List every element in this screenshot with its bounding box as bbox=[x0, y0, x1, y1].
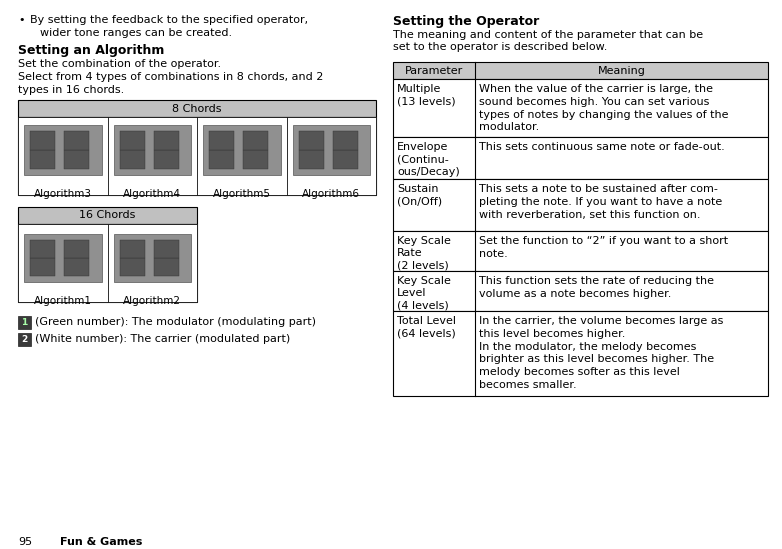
Text: Algorithm5: Algorithm5 bbox=[213, 189, 271, 199]
Bar bbox=[30, 131, 55, 150]
Bar bbox=[243, 131, 268, 150]
Text: 1: 1 bbox=[21, 318, 27, 327]
Bar bbox=[18, 224, 107, 302]
Bar bbox=[120, 240, 145, 258]
Text: Envelope
(Continu-
ous/Decay): Envelope (Continu- ous/Decay) bbox=[397, 142, 460, 177]
Text: Multiple
(13 levels): Multiple (13 levels) bbox=[397, 84, 456, 107]
Bar bbox=[154, 258, 178, 276]
Bar bbox=[18, 117, 376, 195]
Bar bbox=[393, 79, 768, 137]
Text: By setting the feedback to the specified operator,: By setting the feedback to the specified… bbox=[30, 15, 308, 25]
Bar bbox=[286, 117, 376, 195]
Bar bbox=[393, 62, 768, 79]
Text: In the carrier, the volume becomes large as
this level becomes higher.
In the mo: In the carrier, the volume becomes large… bbox=[479, 316, 723, 390]
Bar bbox=[18, 316, 31, 329]
Bar bbox=[30, 240, 55, 258]
Text: Set the combination of the operator.: Set the combination of the operator. bbox=[18, 59, 221, 69]
Text: Setting an Algorithm: Setting an Algorithm bbox=[18, 44, 164, 57]
Text: Parameter: Parameter bbox=[405, 65, 463, 76]
Text: Algorithm1: Algorithm1 bbox=[34, 296, 91, 306]
Bar bbox=[120, 131, 145, 150]
Bar bbox=[154, 240, 178, 258]
Bar bbox=[107, 117, 197, 195]
Text: Meaning: Meaning bbox=[597, 65, 645, 76]
Text: Algorithm3: Algorithm3 bbox=[34, 189, 91, 199]
Text: Key Scale
Level
(4 levels): Key Scale Level (4 levels) bbox=[397, 276, 451, 311]
Bar bbox=[64, 150, 89, 169]
Bar bbox=[333, 131, 357, 150]
Text: Set the function to “2” if you want to a short
note.: Set the function to “2” if you want to a… bbox=[479, 236, 728, 259]
Bar bbox=[292, 125, 370, 175]
Text: Key Scale
Rate
(2 levels): Key Scale Rate (2 levels) bbox=[397, 236, 451, 271]
Bar bbox=[299, 150, 324, 169]
Bar bbox=[393, 271, 768, 311]
Bar bbox=[210, 150, 234, 169]
Bar bbox=[210, 131, 234, 150]
Text: 8 Chords: 8 Chords bbox=[172, 104, 222, 114]
Bar bbox=[113, 125, 191, 175]
Text: wider tone ranges can be created.: wider tone ranges can be created. bbox=[40, 28, 232, 38]
Bar bbox=[120, 150, 145, 169]
Text: Algorithm6: Algorithm6 bbox=[303, 189, 361, 199]
Text: (Green number): The modulator (modulating part): (Green number): The modulator (modulatin… bbox=[35, 317, 316, 327]
Bar bbox=[107, 224, 197, 302]
Bar bbox=[30, 150, 55, 169]
Text: •: • bbox=[18, 15, 24, 25]
Bar bbox=[393, 137, 768, 179]
Bar bbox=[299, 131, 324, 150]
Text: (White number): The carrier (modulated part): (White number): The carrier (modulated p… bbox=[35, 334, 290, 344]
Bar bbox=[113, 234, 191, 282]
Bar bbox=[30, 258, 55, 276]
Bar bbox=[203, 125, 281, 175]
Bar bbox=[197, 117, 286, 195]
Bar bbox=[393, 179, 768, 231]
Bar bbox=[393, 311, 768, 396]
Text: 16 Chords: 16 Chords bbox=[79, 210, 136, 221]
Bar bbox=[18, 100, 376, 117]
Text: Algorithm2: Algorithm2 bbox=[124, 296, 181, 306]
Text: Setting the Operator: Setting the Operator bbox=[393, 15, 540, 28]
Bar bbox=[154, 131, 178, 150]
Bar bbox=[393, 231, 768, 271]
Text: Algorithm4: Algorithm4 bbox=[124, 189, 181, 199]
Bar bbox=[18, 224, 197, 302]
Text: This sets a note to be sustained after com-
pleting the note. If you want to hav: This sets a note to be sustained after c… bbox=[479, 184, 723, 220]
Text: This sets continuous same note or fade-out.: This sets continuous same note or fade-o… bbox=[479, 142, 725, 152]
Text: Total Level
(64 levels): Total Level (64 levels) bbox=[397, 316, 456, 338]
Text: 95: 95 bbox=[18, 537, 32, 547]
Bar bbox=[64, 131, 89, 150]
Bar bbox=[24, 125, 102, 175]
Text: The meaning and content of the parameter that can be: The meaning and content of the parameter… bbox=[393, 30, 703, 40]
Text: When the value of the carrier is large, the
sound becomes high. You can set vari: When the value of the carrier is large, … bbox=[479, 84, 729, 132]
Bar bbox=[64, 240, 89, 258]
Bar bbox=[120, 258, 145, 276]
Bar bbox=[243, 150, 268, 169]
Bar bbox=[154, 150, 178, 169]
Bar bbox=[18, 117, 107, 195]
Text: 2: 2 bbox=[21, 335, 27, 344]
Text: Sustain
(On/Off): Sustain (On/Off) bbox=[397, 184, 442, 206]
Bar bbox=[333, 150, 357, 169]
Bar bbox=[18, 207, 197, 224]
Text: Fun & Games: Fun & Games bbox=[60, 537, 142, 547]
Text: Select from 4 types of combinations in 8 chords, and 2
types in 16 chords.: Select from 4 types of combinations in 8… bbox=[18, 72, 324, 95]
Bar bbox=[24, 234, 102, 282]
Bar bbox=[18, 333, 31, 346]
Text: This function sets the rate of reducing the
volume as a note becomes higher.: This function sets the rate of reducing … bbox=[479, 276, 714, 299]
Text: set to the operator is described below.: set to the operator is described below. bbox=[393, 42, 608, 52]
Bar bbox=[64, 258, 89, 276]
